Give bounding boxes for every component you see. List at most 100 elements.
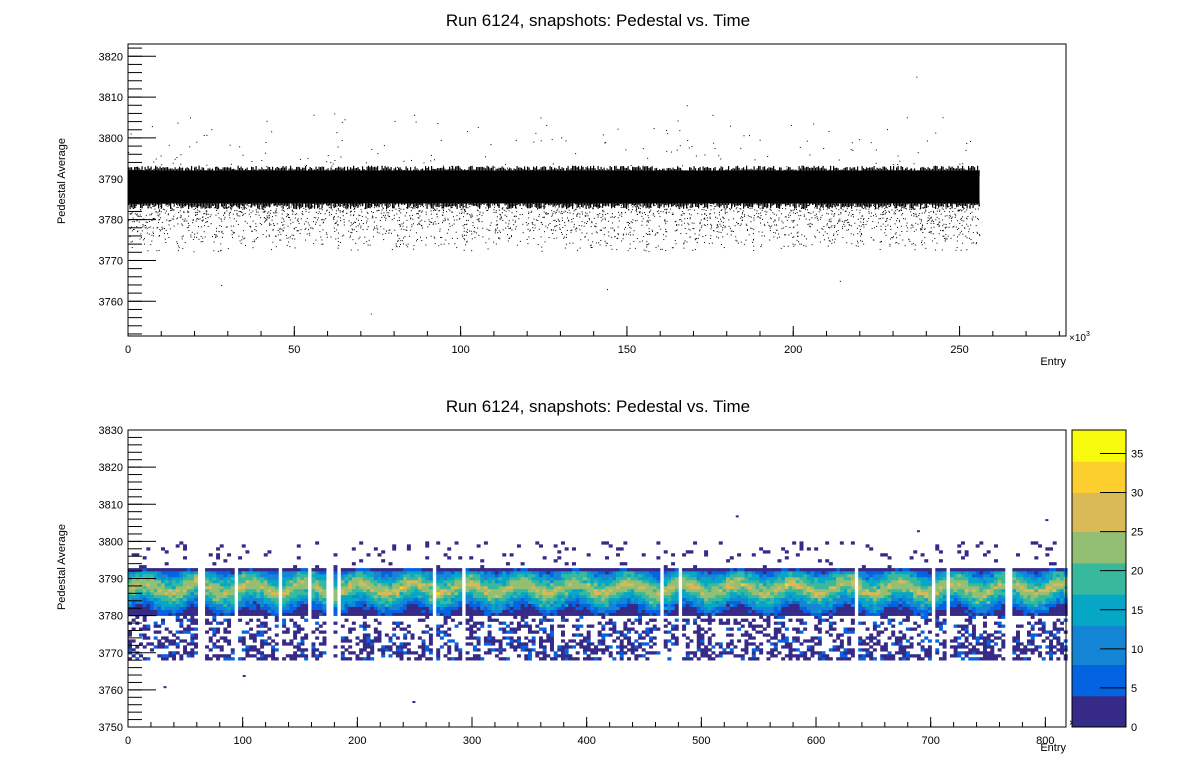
data-point — [739, 208, 741, 210]
data-point — [889, 238, 891, 240]
data-point — [769, 230, 771, 232]
data-point — [954, 213, 956, 215]
data-point — [709, 216, 711, 218]
heatmap-cell — [260, 597, 265, 602]
band-edge — [443, 202, 445, 209]
data-point — [198, 210, 200, 212]
data-point — [836, 231, 838, 233]
data-point — [477, 227, 479, 229]
heatmap-cell — [128, 588, 132, 593]
band-edge — [263, 202, 265, 208]
data-point — [823, 208, 825, 210]
band-edge — [365, 170, 367, 177]
band-edge — [357, 202, 359, 208]
band-edge — [282, 165, 284, 172]
data-point — [366, 211, 368, 213]
band-edge — [894, 170, 896, 177]
band-edge — [758, 202, 760, 209]
band-edge — [938, 169, 940, 176]
data-point — [305, 227, 307, 229]
heatmap-cell — [282, 639, 287, 643]
band-edge — [480, 202, 482, 206]
data-point — [920, 229, 922, 231]
data-point — [207, 225, 209, 227]
band-edge — [551, 167, 553, 174]
data-point — [509, 227, 511, 229]
heatmap-cell — [175, 645, 180, 649]
data-point — [148, 220, 150, 222]
data-point — [149, 205, 151, 207]
data-point — [463, 234, 465, 236]
heatmap-cell — [241, 571, 246, 575]
scatter-points — [128, 76, 981, 315]
data-point — [485, 207, 487, 209]
band-edge — [158, 168, 160, 175]
data-point — [131, 240, 133, 242]
data-point — [838, 159, 840, 161]
data-point — [407, 246, 409, 248]
band-edge — [599, 202, 601, 208]
heatmap-cell — [263, 657, 268, 661]
heatmap-cell — [157, 568, 162, 572]
data-point — [312, 205, 314, 207]
heatmap-cell — [183, 585, 188, 590]
data-point — [724, 211, 726, 213]
data-point — [378, 210, 380, 212]
heatmap-cell — [131, 603, 136, 608]
data-point — [724, 209, 726, 211]
data-point — [703, 209, 705, 211]
data-point — [230, 206, 232, 208]
data-point — [321, 239, 323, 241]
band-edge — [612, 170, 614, 177]
data-point — [890, 228, 892, 230]
band-edge — [852, 202, 854, 206]
band-edge — [414, 166, 416, 173]
data-point — [397, 241, 399, 243]
data-point — [411, 159, 413, 161]
band-edge — [938, 202, 940, 208]
data-point — [643, 236, 645, 238]
heatmap-cell — [175, 574, 180, 578]
data-point — [591, 233, 593, 235]
heatmap-cell — [161, 654, 165, 658]
data-point — [360, 227, 362, 229]
data-point — [886, 220, 888, 222]
band-edge — [810, 202, 812, 204]
heatmap-cell — [164, 597, 169, 602]
data-point — [544, 241, 546, 243]
heatmap-cell — [157, 577, 162, 581]
heatmap-cell — [227, 597, 232, 602]
data-point — [180, 154, 182, 156]
data-point — [463, 224, 465, 226]
data-point — [242, 154, 244, 156]
band-edge — [387, 202, 389, 208]
band-edge — [917, 202, 919, 206]
data-point — [224, 213, 226, 215]
heatmap-cell — [142, 657, 147, 661]
band-edge — [710, 202, 712, 205]
band-edge — [344, 166, 346, 173]
data-point — [410, 206, 412, 208]
band-edge — [599, 169, 601, 176]
data-point — [432, 223, 434, 225]
band-edge — [671, 202, 673, 207]
heatmap-cell — [208, 591, 213, 596]
band-edge — [482, 166, 484, 173]
band-edge — [357, 167, 359, 174]
heatmap-cell — [128, 597, 132, 602]
band-edge — [669, 167, 671, 174]
data-point — [493, 241, 495, 243]
data-point — [170, 207, 172, 209]
data-point — [946, 238, 948, 240]
data-point — [336, 229, 338, 231]
band-edge — [257, 170, 259, 177]
data-point — [723, 247, 725, 249]
data-point — [143, 243, 145, 245]
heatmap-cell — [161, 591, 165, 596]
heatmap-cell — [168, 588, 173, 593]
data-point — [875, 213, 877, 215]
heatmap-cell — [131, 594, 136, 599]
heatmap-cell — [282, 568, 287, 572]
band-edge — [318, 202, 320, 208]
data-point — [296, 230, 298, 232]
